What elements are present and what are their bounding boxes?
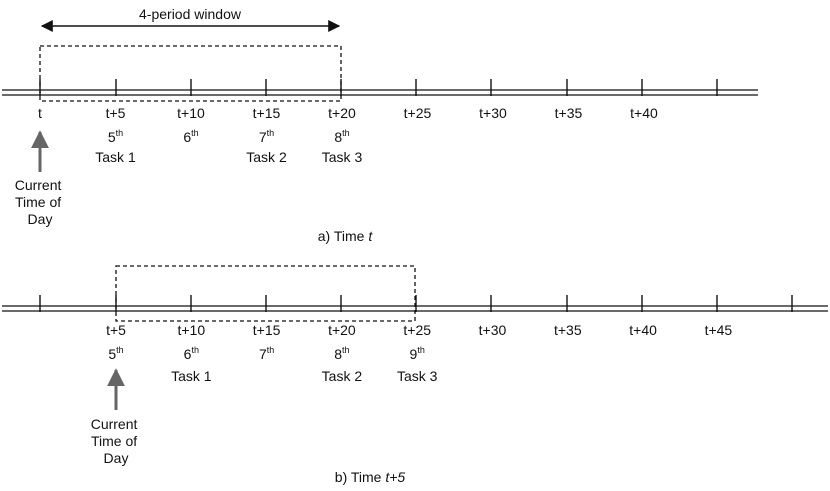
period-ordinal: 8th	[334, 345, 349, 362]
window-box-a	[39, 45, 342, 102]
current-time-label-a: Current Time of Day	[15, 177, 66, 227]
caption-b: b) Time t+5	[335, 469, 406, 485]
window-label: 4-period window	[139, 6, 242, 22]
period-ordinal: 5th	[108, 345, 123, 362]
time-label: t+20	[328, 105, 356, 121]
window-box-b	[115, 265, 416, 322]
time-label: t+45	[705, 322, 733, 338]
caption-a: a) Time t	[318, 228, 374, 244]
time-label: t+30	[479, 105, 507, 121]
time-label: t+35	[554, 322, 582, 338]
time-label: t+5	[106, 322, 126, 338]
time-label: t+25	[403, 322, 431, 338]
task-label: Task 2	[246, 149, 287, 165]
panel-b: t+5 t+10 t+15 t+20 t+25 t+30 t+35 t+40 t+45 5th 6…	[2, 265, 828, 485]
time-label: t	[38, 105, 42, 121]
ticks-b	[39, 295, 793, 312]
period-ordinal: 5th	[108, 128, 123, 145]
period-ordinal: 7th	[259, 128, 274, 145]
time-label: t+15	[253, 322, 281, 338]
period-ordinal: 9th	[410, 345, 425, 362]
task-label: Task 1	[171, 368, 212, 384]
task-label: Task 3	[397, 368, 438, 384]
time-label: t+10	[177, 322, 205, 338]
period-ordinal: 7th	[259, 345, 274, 362]
time-label: t+20	[328, 322, 356, 338]
task-labels-a: Task 1 Task 2 Task 3	[95, 149, 362, 165]
task-label: Task 2	[322, 368, 363, 384]
current-time-label-b: Current Time of Day	[91, 416, 142, 466]
period-ordinal: 8th	[334, 128, 349, 145]
period-ordinal: 6th	[184, 345, 199, 362]
task-labels-b: Task 1 Task 2 Task 3	[171, 368, 438, 384]
period-ordinal: 6th	[183, 128, 198, 145]
panel-a: 4-period window t t+5 t+10 t+15 t+20 t+25 t+30…	[2, 6, 758, 244]
time-label: t+25	[404, 105, 432, 121]
time-label: t+35	[555, 105, 583, 121]
time-label: t+10	[177, 105, 205, 121]
task-label: Task 1	[95, 149, 136, 165]
time-label: t+30	[479, 322, 507, 338]
period-labels-a: 5th 6th 7th 8th	[108, 128, 350, 145]
ticks-a	[39, 79, 718, 96]
time-labels-b: t+5 t+10 t+15 t+20 t+25 t+30 t+35 t+40 t+45	[106, 322, 732, 338]
task-label: Task 3	[322, 149, 363, 165]
time-label: t+15	[253, 105, 281, 121]
time-label: t+40	[630, 105, 658, 121]
time-labels-a: t t+5 t+10 t+15 t+20 t+25 t+30 t+35 t+40	[38, 105, 658, 121]
time-label: t+40	[629, 322, 657, 338]
time-label: t+5	[106, 105, 126, 121]
period-labels-b: 5th 6th 7th 8th 9th	[108, 345, 425, 362]
